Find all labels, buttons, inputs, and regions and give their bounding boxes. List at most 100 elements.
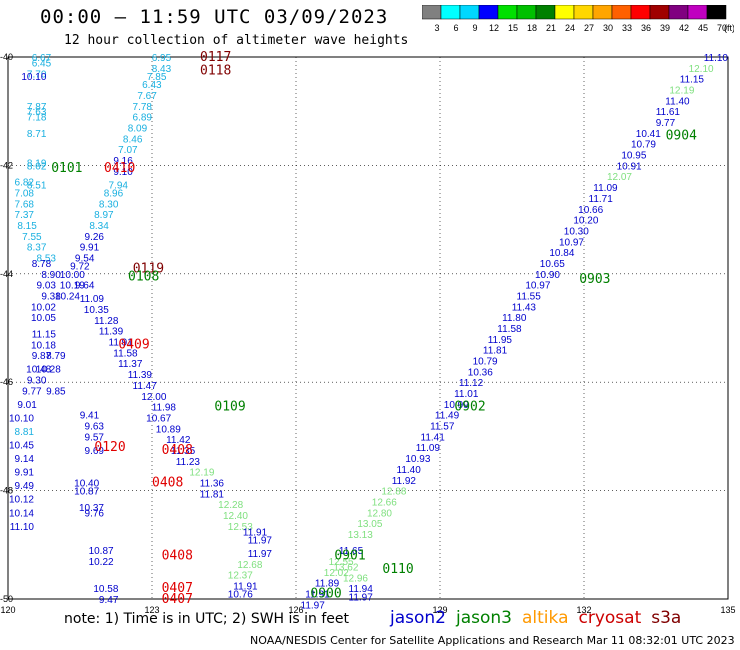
time-label: 0902 xyxy=(454,400,485,415)
x-tick-label: 120 xyxy=(0,605,15,615)
wave-height-label: 10.05 xyxy=(31,313,56,324)
wave-height-label: 12.19 xyxy=(189,468,214,479)
time-label: 0409 xyxy=(118,337,149,352)
wave-height-label: 10.45 xyxy=(9,441,34,452)
wave-height-label: 11.40 xyxy=(665,96,690,107)
time-label: 0408 xyxy=(162,443,193,458)
wave-height-label: 10.97 xyxy=(559,237,584,248)
legend-item-cryosat: cryosat xyxy=(578,608,642,628)
wave-height-label: 10.20 xyxy=(573,216,598,227)
wave-height-label: 11.09 xyxy=(593,183,618,194)
scale-swatch xyxy=(422,5,442,20)
scale-tick-label: 36 xyxy=(641,23,651,33)
wave-height-label: 11.01 xyxy=(454,389,479,400)
scale-tick-label: 9 xyxy=(472,23,477,33)
scale-swatch xyxy=(478,5,499,20)
credit-line: NOAA/NESDIS Center for Satellite Applica… xyxy=(250,634,735,647)
wave-height-label: 9.01 xyxy=(17,400,37,411)
wave-height-label: 11.09 xyxy=(416,443,441,454)
wave-height-label: 10.65 xyxy=(540,259,565,270)
wave-height-label: 12.37 xyxy=(228,571,253,582)
time-label: 0117 xyxy=(200,50,231,65)
wave-height-label: 9.69 xyxy=(85,446,105,457)
legend-item-s3a: s3a xyxy=(651,608,682,628)
wave-height-label: 11.81 xyxy=(200,489,225,500)
wave-height-label: 7.67 xyxy=(137,91,157,102)
scale-tick-label: 18 xyxy=(527,23,537,33)
wave-height-label: 10.35 xyxy=(84,305,109,316)
wave-height-label: 8.81 xyxy=(15,427,35,438)
scale-swatch xyxy=(516,5,537,20)
wave-height-label: 11.43 xyxy=(512,302,537,313)
wave-height-label: 8.19 xyxy=(27,159,47,170)
wave-height-label: 11.15 xyxy=(680,75,705,86)
wave-height-label: 8.78 xyxy=(32,259,52,270)
wave-height-label: 9.41 xyxy=(80,411,100,422)
wave-height-label: 12.53 xyxy=(228,522,253,533)
scale-swatch xyxy=(573,5,594,20)
wave-height-label: 10.14 xyxy=(9,508,34,519)
wave-height-label: 8.96 xyxy=(104,189,124,200)
wave-height-label: 10.48 xyxy=(26,365,51,376)
scale-tick-label: 33 xyxy=(622,23,632,33)
wave-height-label: 7.37 xyxy=(15,210,35,221)
wave-height-label: 8.43 xyxy=(152,64,172,75)
scale-swatch xyxy=(535,5,556,20)
wave-height-label: 12.88 xyxy=(381,487,406,498)
wave-height-label: 6.45 xyxy=(32,58,52,69)
wave-height-label: 11.91 xyxy=(233,581,258,592)
wave-height-label: 11.57 xyxy=(430,422,455,433)
wave-height-label: 9.63 xyxy=(85,422,105,433)
time-label: 0407 xyxy=(162,581,193,596)
wave-height-label: 7.78 xyxy=(133,102,153,113)
scale-swatch xyxy=(687,5,708,20)
wave-height-label: 11.58 xyxy=(497,324,522,335)
y-tick-label: -44 xyxy=(0,269,13,279)
wave-height-label: 10.18 xyxy=(31,340,56,351)
plot-border xyxy=(7,56,729,600)
scale-swatch xyxy=(554,5,575,20)
wave-height-label: 8.51 xyxy=(27,180,47,191)
wave-height-label: 6.43 xyxy=(142,80,162,91)
satellite-legend: jason2 jason3 altika cryosat s3a xyxy=(390,608,691,628)
wave-height-label: 6.67 xyxy=(32,53,52,64)
time-label: 0109 xyxy=(214,400,245,415)
wave-height-label: 12.00 xyxy=(141,392,166,403)
wave-height-label: 10.19 xyxy=(60,281,85,292)
wave-height-label: 11.37 xyxy=(118,359,143,370)
wave-height-label: 12.10 xyxy=(689,64,714,75)
wave-height-label: 7.18 xyxy=(27,113,47,124)
wave-height-label: 10.10 xyxy=(9,413,34,424)
wave-height-label: 10.00 xyxy=(60,270,85,281)
scale-tick-label: 24 xyxy=(565,23,575,33)
wave-height-label: 8.46 xyxy=(123,134,143,145)
wave-height-label: 9.91 xyxy=(15,468,35,479)
wave-height-label: 10.90 xyxy=(535,270,560,281)
scale-tick-label: 27 xyxy=(584,23,594,33)
wave-height-label: 11.81 xyxy=(483,346,508,357)
color-scale: 3 6 9 12 15 18 21 24 27 30 33 36 39 42 45 70(ft) xyxy=(422,5,734,33)
scale-swatch xyxy=(459,5,480,20)
y-tick-label: -48 xyxy=(0,486,13,496)
wave-height-label: 10.30 xyxy=(564,226,589,237)
time-label: 0408 xyxy=(152,475,183,490)
wave-height-label: 9.30 xyxy=(27,375,47,386)
wave-height-label: 10.89 xyxy=(156,424,181,435)
scale-tick-label: 70 xyxy=(717,23,727,33)
y-tick-label: -46 xyxy=(0,377,13,387)
y-tick-label: -50 xyxy=(0,594,13,604)
wave-height-label: 11.10 xyxy=(10,522,35,533)
legend-item-jason2: jason2 xyxy=(390,608,446,628)
wave-height-label: 9.14 xyxy=(15,454,35,465)
x-tick-label: 135 xyxy=(720,605,735,615)
wave-height-label: 11.91 xyxy=(243,527,268,538)
wave-height-label: 11.28 xyxy=(94,316,119,327)
time-label: 0408 xyxy=(162,549,193,564)
wave-height-label: 10.24 xyxy=(55,291,80,302)
wave-height-label: 9.38 xyxy=(41,291,61,302)
wave-height-label: 9.10 xyxy=(113,167,133,178)
wave-height-label: 8.30 xyxy=(99,199,119,210)
wave-height-label: 7.85 xyxy=(147,72,167,83)
wave-height-label: 10.84 xyxy=(549,248,574,259)
wave-height-label: 11.42 xyxy=(166,435,191,446)
